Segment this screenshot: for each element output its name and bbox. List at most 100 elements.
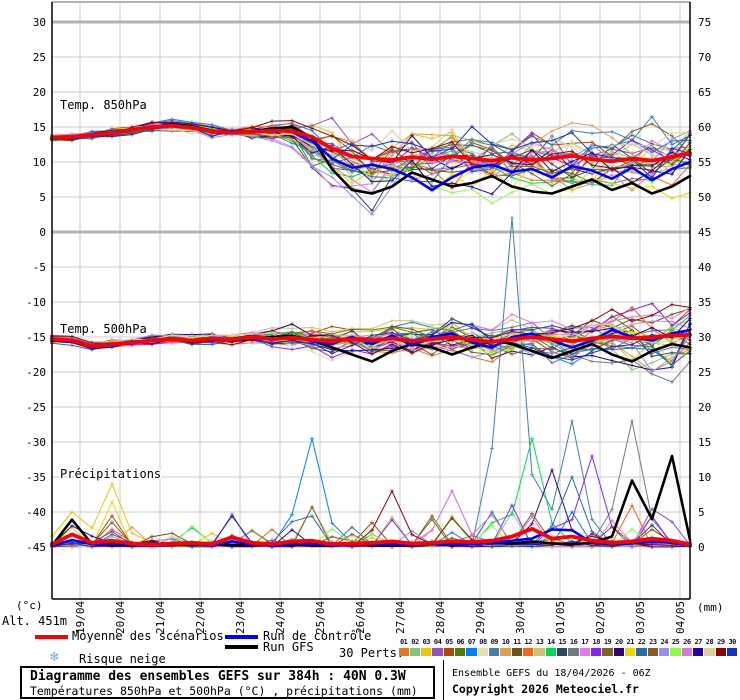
pert-item-04: 04 [432,638,443,656]
pert-item-01: 01 [398,638,409,656]
pert-color-swatch [500,648,511,656]
panel-label: Précipitations [60,467,161,481]
left-tick-label: -25 [26,401,46,414]
right-tick-label: 60 [698,121,711,134]
x-tick-label: 22/04 [194,601,207,634]
pert-number: 17 [581,638,589,646]
member-point-markers [50,436,692,549]
snowflake-icon: ❄ [50,649,59,665]
pert-number: 29 [717,638,725,646]
pert-number: 26 [683,638,691,646]
pert-number: 08 [479,638,487,646]
pert-item-21: 21 [625,638,636,656]
pert-number: 02 [411,638,419,646]
pert-item-07: 07 [466,638,477,656]
pert-color-swatch [466,648,477,656]
pert-color-swatch [704,648,715,656]
pert-item-12: 12 [523,638,534,656]
left-tick-label: -20 [26,366,46,379]
pert-number: 24 [660,638,668,646]
pert-number: 25 [671,638,680,646]
gridlines [52,1,690,599]
left-tick-label: 20 [33,86,46,99]
pert-item-18: 18 [591,638,602,656]
footer-divider [443,660,444,700]
left-tick-label: -40 [26,506,46,519]
pert-number: 13 [535,638,544,646]
x-tick-label: 20/04 [114,601,127,634]
pert-item-30: 30 [727,638,738,656]
pert-item-08: 08 [477,638,489,656]
pert-number: 01 [399,638,408,646]
x-tick-label: 21/04 [154,601,167,634]
left-tick-label: 25 [33,51,46,64]
right-tick-label: 75 [698,16,711,29]
x-tick-label: 27/04 [394,601,407,634]
member-point-markers [50,216,692,549]
run-info-label: Ensemble GEFS du 18/04/2026 - 06Z [452,668,651,679]
x-tick-label: 26/04 [354,601,367,634]
legend-perts-label: 30 Perts. [339,646,405,660]
pert-item-27: 27 [693,638,704,656]
x-tick-label: 02/05 [594,601,607,634]
pert-color-swatch [534,648,545,656]
ensemble-mean-line [50,526,692,547]
left-tick-label: 30 [33,16,46,29]
pert-color-swatch [432,648,443,656]
pert-color-swatch [715,648,727,656]
axes-frame [51,2,691,600]
pert-color-swatch [602,648,613,656]
member-point-markers [50,419,692,549]
pert-item-10: 10 [500,638,511,656]
pert-number: 18 [592,638,601,646]
pert-color-swatch [523,648,534,656]
right-tick-label: 20 [698,401,711,414]
pert-number: 20 [615,638,623,646]
right-axis-unit-label: (mm) [697,601,724,614]
pert-number: 28 [705,638,714,646]
pert-color-swatch [443,648,455,656]
pert-number: 21 [626,638,635,646]
pert-number: 05 [445,638,453,646]
pert-item-09: 09 [489,638,500,656]
pert-number: 16 [569,638,578,646]
right-tick-label: 45 [698,226,711,239]
pert-color-swatch [568,648,579,656]
pert-item-24: 24 [659,638,670,656]
pert-color-swatch [421,648,432,656]
mean-line-swatch [35,635,68,639]
left-tick-label: -5 [33,261,46,274]
pert-number: 27 [694,638,702,646]
altitude-label: Alt. 451m [2,614,68,628]
pert-color-swatch [693,648,704,656]
pert-item-11: 11 [511,638,523,656]
pert-color-swatch [398,648,409,656]
pert-number: 09 [490,638,499,646]
pert-number: 14 [547,638,555,646]
left-tick-label: 15 [33,121,46,134]
x-tick-label: 30/04 [514,601,527,634]
pert-number: 10 [501,638,510,646]
member-point-markers [50,436,692,549]
right-tick-label: 15 [698,436,711,449]
pert-color-swatch [477,648,489,656]
pert-item-02: 02 [409,638,421,656]
pert-item-29: 29 [715,638,727,656]
right-tick-label: 5 [698,506,705,519]
pert-color-swatch [409,648,421,656]
left-tick-label: -30 [26,436,46,449]
pert-color-swatch [511,648,523,656]
pert-number: 11 [513,638,521,646]
left-tick-label: -35 [26,471,46,484]
diagram-title-box: Diagramme des ensembles GEFS sur 384h : … [20,666,435,699]
right-tick-label: 0 [698,541,705,554]
pert-item-26: 26 [681,638,693,656]
pert-number: 07 [467,638,476,646]
snow-risk-label: Risque neige [79,652,166,666]
x-tick-label: 04/05 [674,601,687,634]
pert-color-swatch [670,648,681,656]
pert-item-20: 20 [613,638,625,656]
control-line-swatch [225,635,258,639]
left-tick-label: 0 [39,226,46,239]
